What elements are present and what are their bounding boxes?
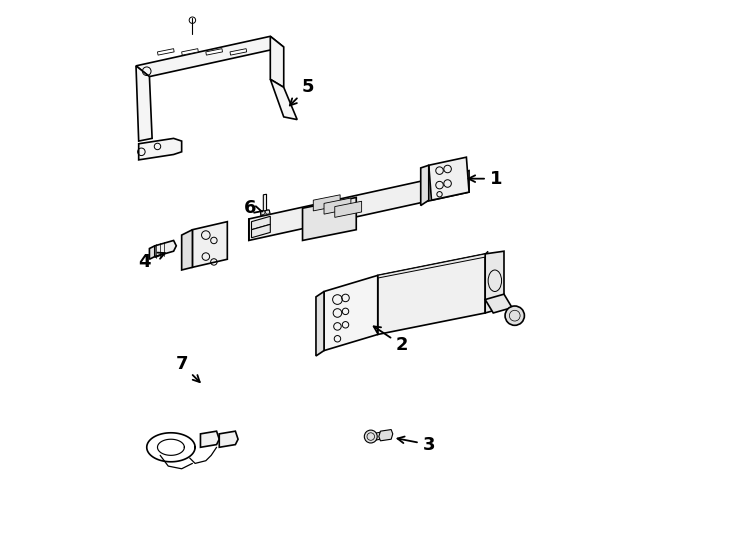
Polygon shape [219, 431, 238, 447]
Polygon shape [324, 275, 378, 350]
Polygon shape [261, 210, 270, 216]
Text: 2: 2 [374, 326, 408, 354]
Circle shape [505, 306, 524, 325]
Polygon shape [200, 431, 219, 447]
Polygon shape [302, 198, 356, 240]
Polygon shape [485, 294, 512, 313]
Text: 7: 7 [175, 355, 200, 382]
Polygon shape [324, 198, 351, 214]
Text: 6: 6 [244, 199, 262, 217]
Polygon shape [485, 251, 504, 313]
Polygon shape [192, 221, 228, 267]
Polygon shape [429, 157, 469, 200]
Text: 3: 3 [398, 436, 435, 454]
Polygon shape [158, 49, 174, 55]
Polygon shape [379, 429, 393, 441]
Text: 4: 4 [138, 253, 165, 271]
Polygon shape [270, 79, 297, 119]
Polygon shape [270, 36, 284, 87]
Polygon shape [252, 217, 270, 230]
Polygon shape [136, 36, 284, 77]
Polygon shape [206, 49, 222, 55]
Polygon shape [316, 292, 324, 356]
Polygon shape [378, 251, 488, 278]
Polygon shape [313, 195, 340, 211]
Polygon shape [230, 49, 247, 55]
Polygon shape [181, 230, 192, 270]
Text: 5: 5 [290, 78, 314, 105]
Polygon shape [335, 201, 362, 218]
Polygon shape [181, 49, 198, 55]
Text: 1: 1 [468, 170, 502, 188]
Circle shape [364, 430, 377, 443]
Polygon shape [371, 432, 380, 441]
Polygon shape [136, 66, 152, 141]
Polygon shape [421, 165, 429, 206]
Polygon shape [378, 254, 485, 334]
Polygon shape [152, 240, 176, 256]
Polygon shape [139, 138, 181, 160]
Polygon shape [249, 171, 469, 240]
Polygon shape [252, 224, 270, 238]
Polygon shape [264, 194, 266, 214]
Polygon shape [150, 246, 155, 259]
